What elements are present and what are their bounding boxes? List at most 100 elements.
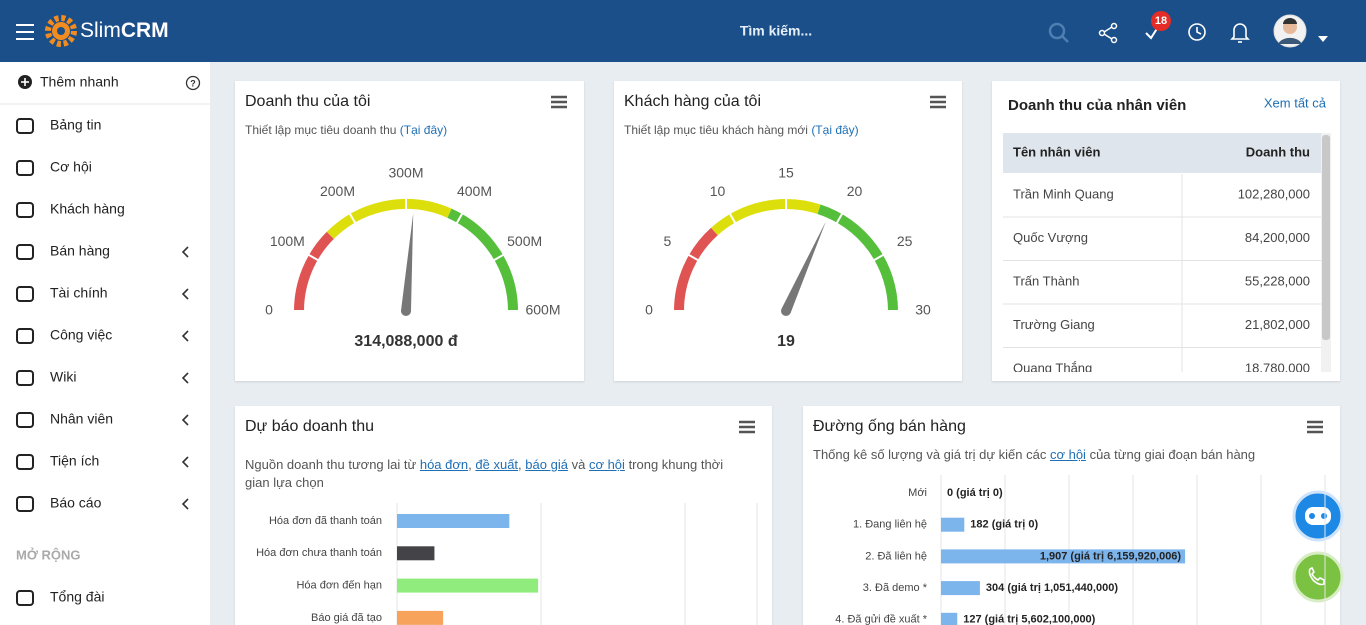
category-label: Hóa đơn đến hạn	[296, 580, 382, 592]
search-icon[interactable]	[1048, 22, 1069, 43]
gauge-band	[674, 227, 718, 312]
subtitle: Thiết lập mục tiêu khách hàng mới	[624, 123, 808, 137]
user-caret[interactable]	[1318, 36, 1328, 42]
menu-label[interactable]: Khách hàng	[50, 201, 125, 217]
card-title: Khách hàng của tôi	[624, 93, 761, 110]
gauge-tick	[835, 212, 844, 225]
quick-add[interactable]: Thêm nhanh	[18, 74, 119, 90]
menu-icon	[16, 286, 34, 302]
search-input[interactable]: Tìm kiếm...	[740, 23, 812, 39]
menu-label[interactable]: Báo cáo	[50, 495, 102, 511]
gauge-tick	[492, 253, 505, 262]
table-cell: 102,280,000	[1238, 186, 1310, 201]
card-title: Đường ống bán hàng	[813, 418, 966, 435]
value-label: 182 (giá trị 0)	[970, 519, 1038, 531]
avatar[interactable]	[1273, 14, 1307, 48]
description-link[interactable]: cơ hội	[1049, 447, 1086, 462]
table-cell: 84,200,000	[1245, 230, 1310, 245]
description-link[interactable]: báo giá	[525, 457, 568, 472]
gauge-band	[817, 204, 898, 312]
description-text: trong khung thời gian lựa chọn	[245, 457, 724, 490]
sidebar	[0, 62, 210, 625]
card	[803, 406, 1340, 625]
card-menu[interactable]	[930, 95, 946, 109]
menu-label[interactable]: Nhân viên	[50, 411, 113, 427]
brand-bold: CRM	[121, 19, 169, 42]
description-text: Thống kê số lượng và giá trị dự kiến các	[813, 447, 1047, 462]
menu-icon	[16, 454, 34, 470]
gauge-tick-label: 300M	[388, 165, 423, 181]
menu-label[interactable]: Tổng đài	[50, 589, 104, 605]
menu-label[interactable]: Tài chính	[50, 285, 108, 301]
task-badge: 18	[1155, 15, 1167, 27]
menu-toggle[interactable]	[16, 24, 34, 40]
description-link[interactable]: hóa đơn	[419, 457, 469, 472]
card-menu[interactable]	[1307, 420, 1323, 434]
menu-label[interactable]: Bảng tin	[50, 117, 101, 133]
chatbot-button[interactable]	[1292, 490, 1344, 542]
setup-link[interactable]: (Tại đây)	[811, 123, 859, 137]
menu-label[interactable]: Wiki	[50, 369, 76, 385]
gauge-tick-label: 0	[265, 302, 273, 318]
call-button[interactable]	[1292, 551, 1344, 603]
category-label: Mới	[908, 487, 927, 499]
value-label: 127 (giá trị 5,602,100,000)	[963, 614, 1095, 625]
menu-icon	[16, 118, 34, 134]
gauge-value: 19	[777, 333, 795, 350]
card-menu[interactable]	[739, 420, 755, 434]
bar	[941, 612, 958, 625]
gauge-band	[326, 199, 452, 239]
share-icon[interactable]	[1098, 22, 1118, 44]
description-text: ,	[518, 457, 522, 472]
menu-icon	[16, 160, 34, 176]
card	[235, 81, 584, 381]
help-icon[interactable]: ?	[185, 75, 201, 91]
table-cell: Trần Minh Quang	[1013, 186, 1114, 201]
description-link[interactable]: đề xuất	[475, 457, 519, 472]
table-cell: 21,802,000	[1245, 317, 1310, 332]
menu-label[interactable]: Cơ hội	[50, 159, 92, 175]
view-all-link[interactable]: Xem tất cả	[1264, 95, 1327, 110]
task-icon[interactable]	[1145, 26, 1159, 40]
bar	[397, 610, 444, 625]
bell-icon[interactable]	[1230, 23, 1250, 43]
submenu-chevron	[181, 288, 189, 300]
logo-gear	[45, 15, 77, 47]
submenu-chevron	[181, 456, 189, 468]
description-link[interactable]: cơ hội	[588, 457, 625, 472]
gauge-tick-label: 15	[778, 165, 794, 181]
description-text: của từng giai đoạn bán hàng	[1089, 447, 1256, 462]
scroll-thumb[interactable]	[1322, 135, 1330, 340]
setup-link[interactable]: (Tại đây)	[399, 123, 448, 137]
card	[614, 81, 962, 381]
menu-icon	[16, 328, 34, 344]
gauge-tick-label: 10	[710, 183, 726, 199]
gauge-tick-label: 25	[897, 233, 913, 249]
gauge-tick-label: 200M	[320, 183, 355, 199]
bar	[941, 549, 1186, 564]
menu-label[interactable]: Bán hàng	[50, 243, 110, 259]
category-label: 1. Đang liên hệ	[853, 519, 927, 531]
description-text: và	[571, 457, 586, 472]
history-icon[interactable]	[1188, 23, 1206, 41]
menu-icon	[16, 244, 34, 260]
category-label: Hóa đơn chưa thanh toán	[256, 547, 382, 559]
category-label: Báo giá đã tạo	[311, 612, 382, 624]
gauge-tick-label: 20	[847, 183, 863, 199]
table-cell: 55,228,000	[1245, 273, 1310, 288]
card-menu[interactable]	[551, 95, 567, 109]
gauge-tick	[348, 212, 357, 225]
submenu-chevron	[181, 372, 189, 384]
svg-text:?: ?	[190, 78, 196, 88]
gauge-band	[711, 199, 821, 236]
menu-icon	[16, 412, 34, 428]
table-cell: Quốc Vượng	[1013, 230, 1088, 245]
badge	[1151, 11, 1171, 31]
menu-label[interactable]: Công việc	[50, 327, 112, 343]
card-title: Dự báo doanh thu	[245, 418, 374, 435]
gauge-tick	[728, 212, 737, 225]
menu-label[interactable]: Tiện ích	[50, 453, 99, 469]
table-cell: 18,780,000	[1245, 360, 1310, 375]
